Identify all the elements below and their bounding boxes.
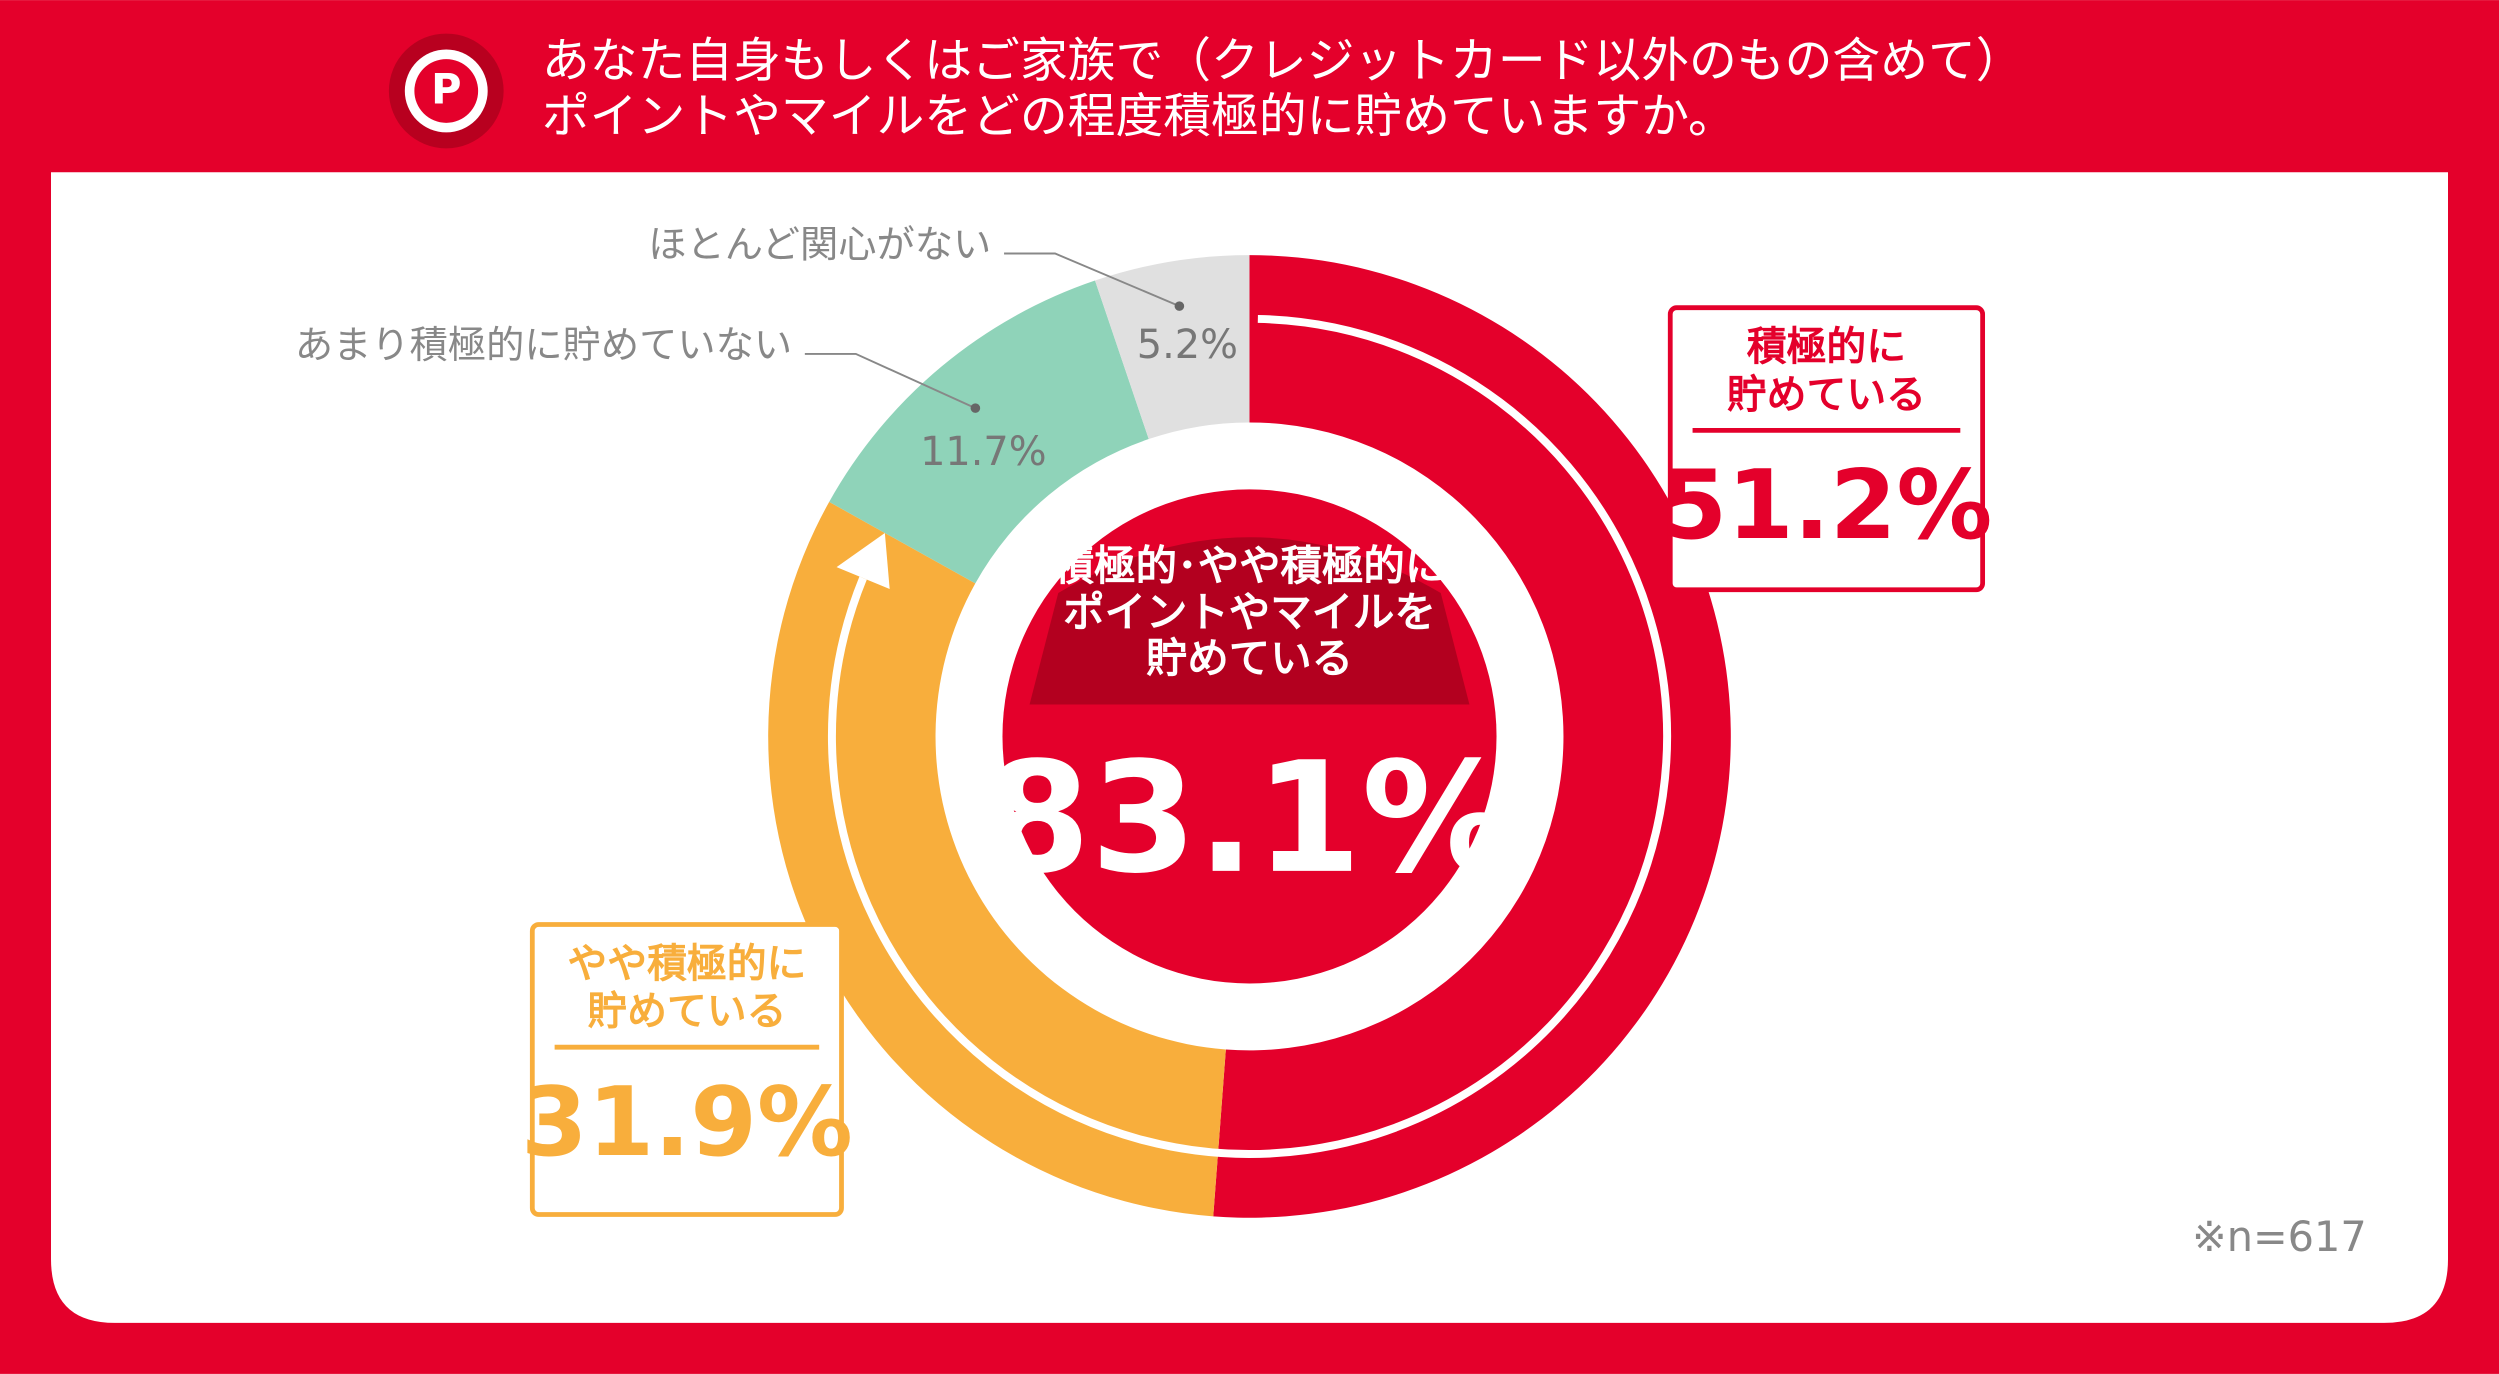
center-cap [1029,537,1470,705]
label-box [529,922,844,1217]
leader-line [1004,252,1180,307]
category-label: あまり積極的に貯めていない [295,323,792,368]
donut: 積極的･やや積極的にポイントやマイルを貯めている 83.1% 積極的に貯めている 51… [295,223,1992,1218]
donut-slice [768,501,1226,1217]
category-label: やや積極的に貯めている [567,940,806,1034]
donut-slice [1213,255,1731,1218]
center-value: 83.1% [984,730,1515,908]
value-label: 11.7% [920,429,1047,475]
icon-core [414,59,479,123]
category-label: 積極的に貯めている [1727,324,1926,418]
donut-slice [1095,255,1250,440]
leader-dot [1174,301,1185,311]
share-arrow-arc [828,314,1672,1158]
value-label: 31.9% [521,1066,853,1178]
value-label: 51.2% [1661,449,1993,561]
label-box [1667,305,1986,593]
category-label: ほとんど関心がない [648,223,991,268]
donut-slice [829,280,1149,584]
chart-title: あなた自身もしくはご家族で（クレジットカード以外のもの含めて）ポイントやマイルを… [542,34,2024,145]
center-label: 積極的･やや積極的にポイントやマイルを貯めている [1053,542,1447,682]
leader-line [804,352,976,409]
note: ※n=617 [2192,1213,2367,1261]
value-label: 5.2% [1137,322,1238,368]
leader-dot [970,403,981,413]
share-arrow-head [836,532,890,589]
icon-letter: P [431,66,461,114]
